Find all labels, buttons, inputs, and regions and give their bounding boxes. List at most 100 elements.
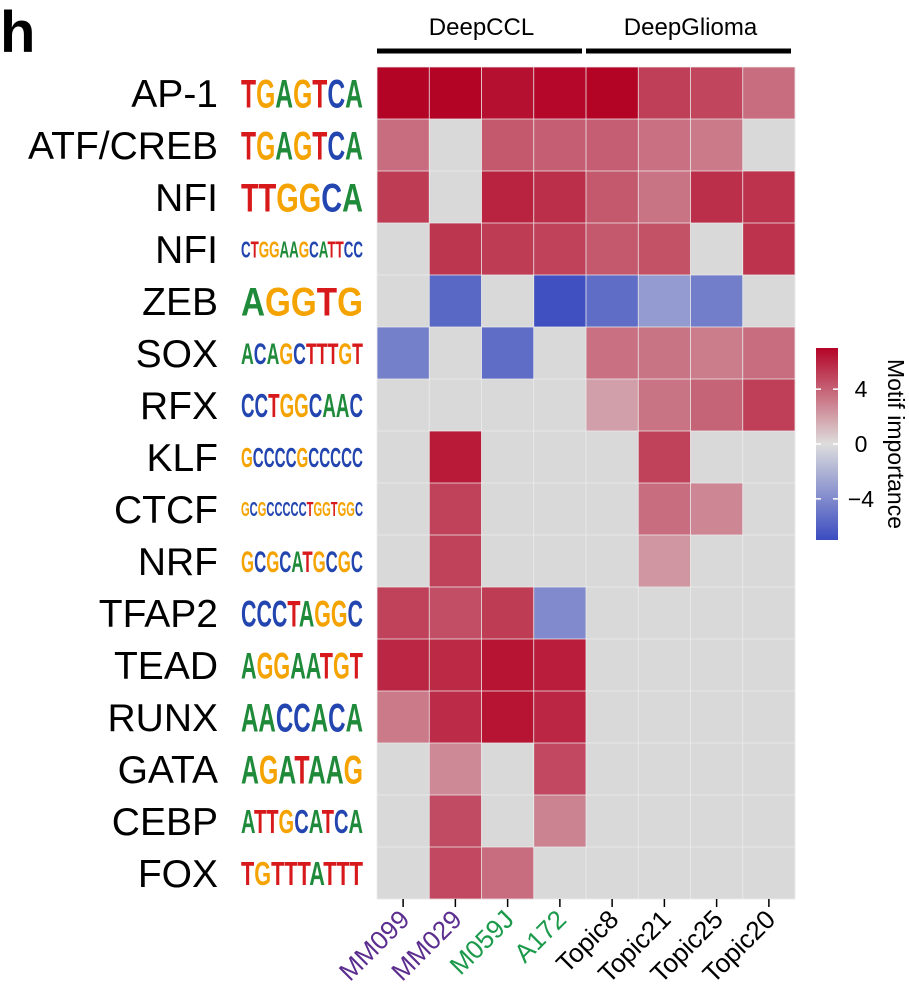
heatmap-cell (377, 847, 430, 900)
row-label: GATA (118, 749, 218, 792)
heatmap-cell (690, 639, 744, 692)
heatmap-cell (429, 327, 482, 380)
group-label: DeepCCL (429, 14, 534, 41)
heatmap-cell (638, 67, 691, 120)
heatmap-cell (481, 327, 535, 380)
heatmap-cell (533, 795, 587, 848)
heatmap-cell (377, 119, 430, 172)
heatmap-cell (742, 483, 796, 536)
motif-logo: TGAGTCA (241, 72, 363, 116)
heatmap-cell (481, 535, 535, 588)
heatmap-cell (586, 275, 639, 328)
row-label: RFX (140, 385, 218, 428)
motif-logo: GCGCCCCCTGGTGGC (241, 499, 363, 521)
heatmap-cell (429, 119, 482, 172)
row-label: ZEB (142, 281, 218, 324)
heatmap-cell (742, 327, 796, 380)
heatmap-cell (377, 587, 430, 640)
heatmap-cell (429, 483, 482, 536)
heatmap-cell (690, 379, 744, 432)
heatmap-cell (742, 743, 796, 796)
heatmap-cell (533, 379, 587, 432)
heatmap-cell (638, 119, 691, 172)
heatmap-cell (481, 691, 535, 744)
heatmap-cell (429, 795, 482, 848)
heatmap-cell (742, 67, 796, 120)
heatmap-cell (742, 535, 796, 588)
heatmap-cell (586, 847, 639, 900)
heatmap-cell (429, 223, 482, 276)
row-label: KLF (146, 437, 218, 480)
motif-logo: AACCACA (241, 696, 363, 740)
heatmap-cell (742, 847, 796, 900)
heatmap-cell (638, 431, 691, 484)
heatmap-cell (481, 119, 535, 172)
heatmap-cell (742, 691, 796, 744)
motif-logo: AGGTG (241, 280, 363, 324)
heatmap-cell (586, 379, 639, 432)
heatmap-cell (429, 67, 482, 120)
heatmap-cell (481, 171, 535, 224)
heatmap-cell (638, 223, 691, 276)
heatmap-cell (586, 483, 639, 536)
row-label: CTCF (114, 489, 218, 532)
motif-logo: AGGAATGT (241, 645, 363, 687)
colorbar-gradient (816, 348, 838, 540)
motif-logo: ACAGCTTTGT (241, 338, 363, 371)
heatmap-cell (429, 847, 482, 900)
heatmap-cell (586, 223, 639, 276)
heatmap-cell (690, 535, 744, 588)
colorbar-tick-label: 0 (855, 431, 868, 457)
heatmap-cell (481, 639, 535, 692)
heatmap-cell (377, 743, 430, 796)
heatmap-cell (638, 639, 691, 692)
heatmap-cell (429, 587, 482, 640)
heatmap-cell (377, 327, 430, 380)
heatmap-cell (742, 379, 796, 432)
heatmap-cell (533, 535, 587, 588)
heatmap-cell (481, 795, 535, 848)
heatmap-cell (533, 847, 587, 900)
heatmap-cell (742, 587, 796, 640)
row-label: AP-1 (131, 73, 218, 116)
heatmap-cell (742, 795, 796, 848)
heatmap-cell (377, 535, 430, 588)
heatmap-cell (481, 223, 535, 276)
heatmap-cell (638, 587, 691, 640)
group-label: DeepGlioma (624, 14, 758, 41)
motif-logo: CTGGAAGCATTCC (241, 236, 363, 262)
heatmap-cell (690, 275, 744, 328)
heatmap-cell (377, 691, 430, 744)
heatmap-cell (638, 535, 691, 588)
heatmap-cell (690, 483, 744, 536)
row-label: TEAD (114, 645, 218, 688)
heatmap-cell (638, 795, 691, 848)
heatmap-cell (742, 171, 796, 224)
heatmap-cell (690, 67, 744, 120)
heatmap-cell (586, 743, 639, 796)
row-label: NFI (155, 229, 218, 272)
heatmap-cell (533, 587, 587, 640)
heatmap-cell (429, 639, 482, 692)
heatmap-cell (586, 795, 639, 848)
heatmap-cell (533, 327, 587, 380)
row-label: RUNX (107, 697, 218, 740)
heatmap-cell (533, 119, 587, 172)
heatmap-cell (690, 171, 744, 224)
heatmap-cell (690, 691, 744, 744)
heatmap-cell (638, 847, 691, 900)
motif-logo: TTGGCA (241, 176, 363, 220)
heatmap-cell (377, 639, 430, 692)
heatmap-cell (742, 431, 796, 484)
heatmap-cell (429, 691, 482, 744)
row-label: SOX (136, 333, 218, 376)
heatmap-cell (533, 691, 587, 744)
motif-logo: CCCTAGGC (241, 593, 363, 635)
heatmap-cell (481, 67, 535, 120)
row-label: FOX (138, 853, 218, 896)
heatmap-cell (377, 223, 430, 276)
heatmap-cell (690, 327, 744, 380)
row-label: NRF (138, 541, 218, 584)
heatmap-cell (742, 639, 796, 692)
